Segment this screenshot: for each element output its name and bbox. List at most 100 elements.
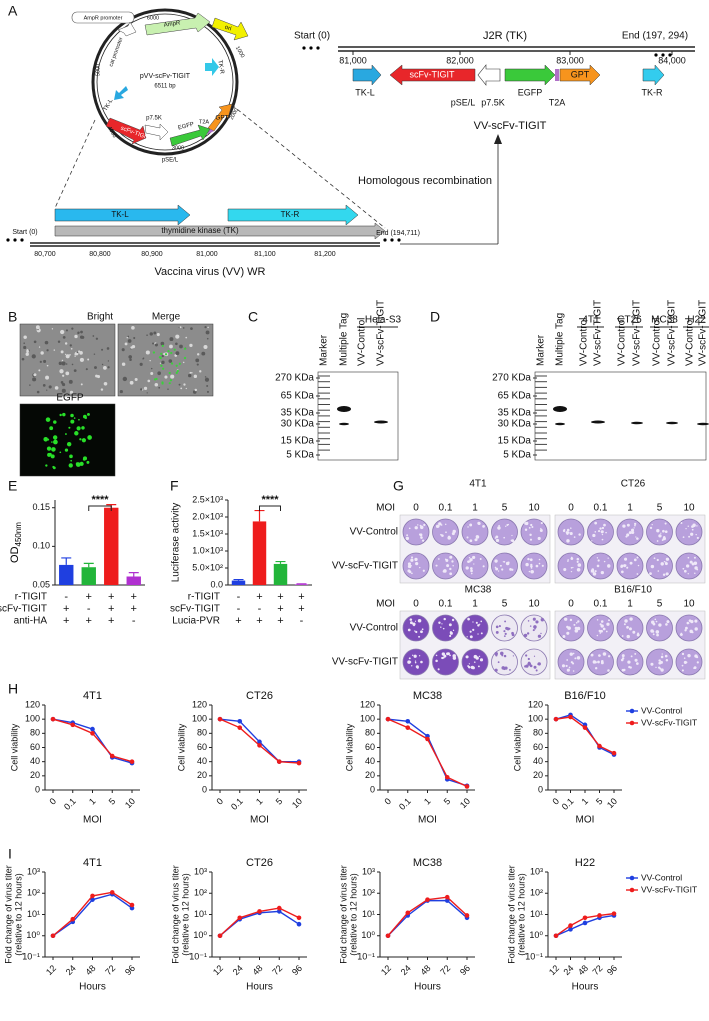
plaque (693, 561, 698, 565)
plaque (594, 531, 597, 533)
plaque (527, 661, 531, 664)
plaque (530, 569, 534, 574)
panel-label: I (8, 846, 12, 862)
gfp-cell (152, 351, 156, 354)
error-bar (254, 509, 265, 522)
condition-value: + (86, 591, 92, 603)
cell (150, 367, 153, 370)
cell (139, 362, 143, 366)
well (402, 518, 430, 546)
plaque (634, 524, 636, 527)
cell (65, 329, 69, 332)
gfp-cell (161, 382, 164, 385)
label: Homologous recombination (358, 175, 492, 187)
x-tick-label: 48 (250, 963, 264, 977)
plaque (630, 618, 633, 621)
plaque (435, 524, 440, 528)
plaque (445, 531, 447, 534)
plaque (653, 557, 656, 560)
cell (101, 348, 104, 351)
plaque (420, 536, 423, 539)
plaque (417, 524, 419, 526)
cell (61, 388, 66, 393)
cell (95, 337, 99, 340)
label: pVV-scFv-TIGIT (140, 73, 191, 80)
plaque (435, 659, 438, 663)
significance: **** (261, 494, 279, 506)
moi-label: 1 (627, 503, 633, 514)
plaque (576, 568, 581, 572)
plaque (598, 654, 601, 657)
condition-value: - (258, 603, 262, 615)
label: 6511 bp (154, 84, 176, 90)
plaque (600, 661, 604, 665)
plaque (509, 568, 512, 571)
label: EGFP (56, 393, 84, 404)
error-bar (128, 572, 139, 577)
y-tick-label: 40 (197, 756, 207, 766)
plaque (473, 654, 478, 659)
plaque (607, 669, 610, 672)
well (520, 648, 548, 676)
plaque (524, 521, 529, 526)
cell (69, 390, 74, 394)
y-label: (relative to 12 hours) (180, 873, 190, 956)
plaque (535, 564, 539, 568)
plaque (576, 560, 579, 563)
label: Bright (87, 312, 113, 323)
row-label: VV-Control (350, 623, 398, 634)
plaque (472, 621, 474, 623)
point (444, 774, 450, 780)
gfp-cell (175, 371, 178, 374)
well (646, 552, 673, 580)
cell (68, 379, 73, 384)
plaque (566, 659, 569, 661)
plaque (594, 521, 598, 525)
bar (231, 580, 246, 585)
plaque (527, 557, 530, 561)
bar (126, 576, 141, 585)
plaque (634, 522, 637, 526)
cell (57, 340, 61, 343)
point (129, 759, 135, 764)
size-label: 30 KDa (281, 419, 315, 430)
label: TK-L (111, 210, 129, 219)
point (444, 894, 450, 900)
x-tick-label: 1 (87, 796, 98, 807)
plaque (686, 621, 690, 625)
plaque (662, 529, 665, 533)
plaque (649, 526, 653, 530)
plaque (501, 568, 504, 571)
plaque (502, 561, 504, 563)
lane-label: Marker (319, 334, 330, 366)
plaque (564, 617, 568, 621)
plaque (452, 564, 454, 567)
band (374, 420, 388, 424)
y-tick-label: 10¹ (362, 909, 375, 919)
plaque (635, 536, 637, 538)
plaque (659, 667, 662, 670)
chart-title: MC38 (413, 690, 442, 702)
point (70, 722, 76, 728)
cell (196, 353, 200, 356)
y-tick-label: 10⁰ (529, 930, 543, 940)
plaque (505, 525, 507, 528)
gfp-cell (62, 412, 66, 417)
cell (64, 342, 68, 345)
cell (107, 360, 110, 362)
plaque (465, 655, 469, 659)
cell (79, 357, 84, 362)
cell (127, 339, 132, 343)
chart-title: H22 (575, 857, 595, 869)
plaque (509, 669, 511, 671)
plaque (495, 538, 500, 543)
y-tick-label: 2.0×10³ (192, 511, 223, 521)
moi-label: 10 (683, 599, 695, 610)
plaque (511, 534, 513, 537)
cell (65, 363, 68, 365)
plaque (664, 562, 668, 566)
plaque (566, 539, 570, 543)
gfp-cell (86, 460, 90, 464)
size-label: 35 KDa (281, 408, 315, 419)
cell (196, 363, 199, 366)
